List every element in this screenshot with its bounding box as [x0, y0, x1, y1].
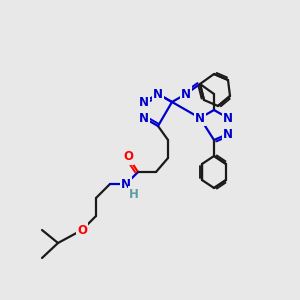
Text: H: H [129, 188, 139, 200]
Text: N: N [139, 112, 149, 124]
Text: O: O [77, 224, 87, 236]
Text: N: N [121, 178, 131, 190]
Text: N: N [139, 95, 149, 109]
Text: O: O [123, 151, 133, 164]
Text: N: N [181, 88, 191, 100]
Text: N: N [195, 112, 205, 124]
Text: N: N [223, 128, 233, 140]
Text: N: N [223, 112, 233, 124]
Text: N: N [153, 88, 163, 100]
